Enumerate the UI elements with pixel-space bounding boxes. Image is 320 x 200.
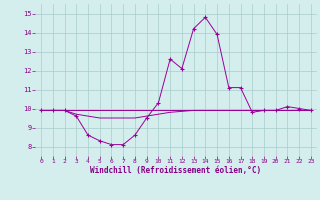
X-axis label: Windchill (Refroidissement éolien,°C): Windchill (Refroidissement éolien,°C) bbox=[91, 166, 261, 175]
